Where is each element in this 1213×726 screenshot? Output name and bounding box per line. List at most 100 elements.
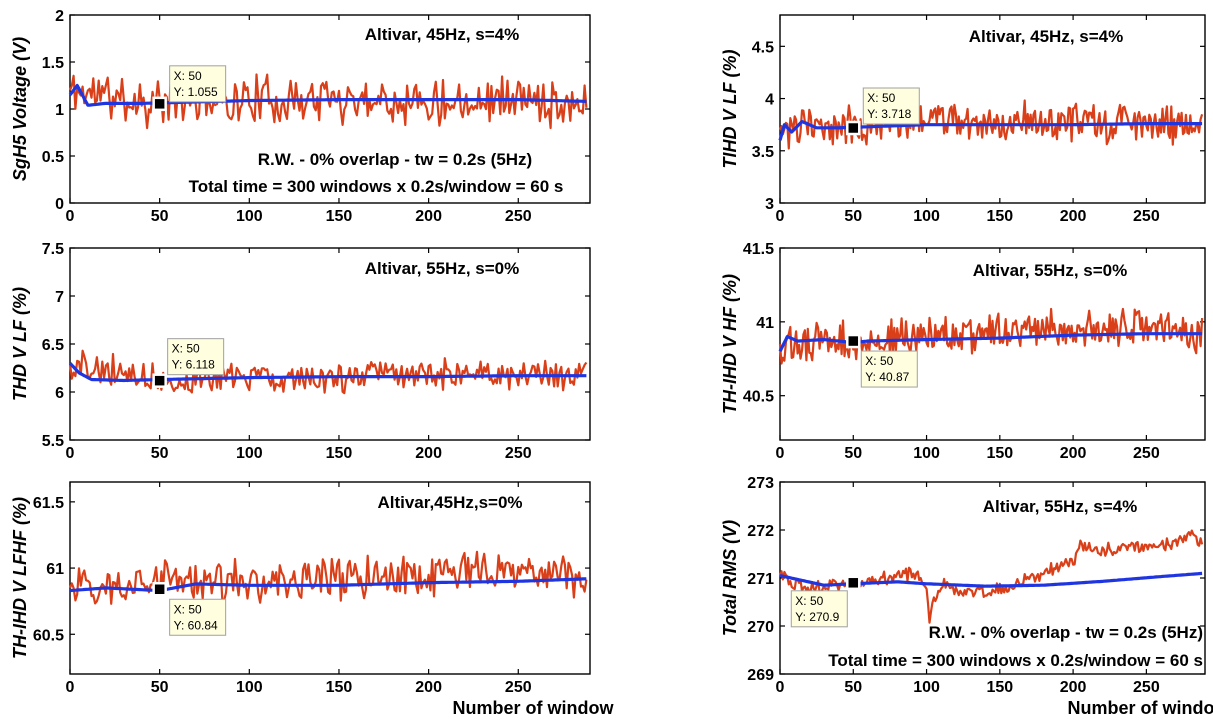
datatip-x-text: X: 50	[172, 342, 200, 356]
y-tick-label: 7.5	[42, 241, 64, 258]
x-tick-label: 100	[236, 445, 263, 462]
x-tick-label: 250	[1133, 208, 1160, 225]
datatip-box	[790, 590, 848, 628]
chart-annotation: R.W. - 0% overlap - tw = 0.2s (5Hz)	[929, 623, 1203, 642]
datatip-marker[interactable]	[152, 96, 167, 112]
chart-annotation: Altivar, 45Hz, s=4%	[365, 25, 520, 44]
y-axis-label: TIHD V LF (%)	[720, 50, 740, 169]
y-tick-label: 6	[55, 385, 64, 402]
x-tick-label: 250	[1133, 679, 1160, 696]
y-tick-label: 61	[46, 561, 64, 578]
datatip-y-text: Y: 3.718	[867, 107, 911, 121]
x-tick-label: 100	[236, 208, 263, 225]
y-tick-label: 60.5	[33, 627, 64, 644]
x-tick-label: 0	[776, 445, 785, 462]
y-axis-label: SgH5 Voltage (V)	[10, 37, 30, 181]
y-tick-label: 40.5	[743, 389, 774, 406]
panel-4: 40.5 41 41.5 0 50 100 150 200 250 X: 50 Y: 40.87 Al…	[720, 241, 1206, 462]
chart-annotation: Altivar, 55Hz, s=0%	[973, 261, 1128, 280]
y-tick-label: 1	[55, 102, 64, 119]
y-tick-label: 2	[55, 8, 64, 25]
x-tick-label: 50	[151, 208, 169, 225]
raw-series-line	[68, 550, 588, 605]
x-tick-label: 150	[326, 679, 353, 696]
panel-2: 3 3.5 4 4.5 0 50 100 150 200 250 X: 50 Y: 3.718 Alti…	[720, 14, 1206, 225]
x-tick-label: 200	[415, 208, 442, 225]
y-tick-label: 7	[55, 289, 64, 306]
x-tick-label: 100	[236, 679, 263, 696]
x-tick-label: 50	[844, 679, 862, 696]
y-tick-label: 4	[765, 92, 774, 109]
datatip-marker[interactable]	[846, 333, 861, 349]
datatip-box	[862, 87, 920, 125]
chart-annotation: Total time = 300 windows x 0.2s/window =…	[189, 177, 564, 196]
y-tick-label: 0	[55, 196, 64, 213]
datatip-marker[interactable]	[152, 373, 167, 388]
y-axis-label: TH-IHD V HF (%)	[720, 274, 740, 414]
chart-annotation: Total time = 300 windows x 0.2s/window =…	[828, 651, 1203, 670]
datatip-marker[interactable]	[846, 575, 861, 591]
datatip-x-text: X: 50	[174, 69, 202, 83]
y-tick-label: 270	[747, 619, 774, 636]
datatip-box	[167, 338, 225, 376]
x-axis-label: Number of window	[1068, 698, 1213, 718]
x-tick-label: 250	[505, 445, 532, 462]
x-tick-label: 250	[1133, 445, 1160, 462]
axes-frame	[779, 14, 1206, 204]
axes-frame	[69, 247, 591, 441]
x-tick-label: 200	[415, 679, 442, 696]
y-tick-label: 1.5	[42, 55, 64, 72]
x-tick-label: 200	[415, 445, 442, 462]
datatip-y-text: Y: 60.84	[174, 618, 218, 632]
panel-6: 269 270 271 272 273 0 50 100 150 200 250 X: 50 Y: 27…	[720, 475, 1213, 718]
y-tick-label: 271	[747, 571, 774, 588]
x-tick-label: 250	[505, 208, 532, 225]
y-axis-label: TH-IHD V LFHF (%)	[10, 497, 30, 659]
y-tick-label: 273	[747, 475, 774, 492]
x-tick-label: 50	[844, 208, 862, 225]
y-tick-label: 3	[765, 196, 774, 213]
datatip-y-text: Y: 40.87	[865, 370, 909, 384]
y-axis-label: THD V LF (%)	[10, 287, 30, 401]
y-tick-label: 272	[747, 523, 774, 540]
datatip-y-text: Y: 270.9	[795, 610, 839, 624]
panel-5: 60.5 61 61.5 0 50 100 150 200 250 X: 50 Y: 60.84 Al…	[10, 481, 615, 718]
panel-3: 5.5 6 6.5 7 7.5 0 50 100 150 200 250 X: 50 Y: 6.118 A…	[10, 241, 591, 462]
datatip-marker[interactable]	[846, 120, 861, 136]
y-axis-label: Total RMS (V)	[720, 520, 740, 636]
x-tick-label: 150	[326, 208, 353, 225]
x-tick-label: 100	[913, 679, 940, 696]
y-tick-label: 269	[747, 667, 774, 684]
x-tick-label: 0	[776, 679, 785, 696]
x-tick-label: 200	[1060, 208, 1087, 225]
y-tick-label: 5.5	[42, 433, 64, 450]
x-tick-label: 150	[986, 679, 1013, 696]
datatip-box	[860, 350, 918, 388]
x-tick-label: 0	[776, 208, 785, 225]
datatip-x-text: X: 50	[795, 594, 823, 608]
datatip-box	[169, 65, 227, 103]
chart-annotation: Altivar, 55Hz, s=4%	[983, 497, 1138, 516]
x-tick-label: 150	[986, 445, 1013, 462]
chart-annotation: Altivar, 45Hz, s=4%	[969, 27, 1124, 46]
y-tick-label: 41.5	[743, 241, 774, 258]
y-tick-label: 61.5	[33, 495, 64, 512]
x-tick-label: 0	[66, 445, 75, 462]
x-tick-label: 150	[326, 445, 353, 462]
datatip-x-text: X: 50	[867, 91, 895, 105]
datatip-x-text: X: 50	[174, 602, 202, 616]
panel-1: 0 0.5 1 1.5 2 0 50 100 150 200 250 X: 50 Y: 1.055 Alt…	[10, 8, 591, 225]
x-tick-label: 50	[151, 679, 169, 696]
x-tick-label: 0	[66, 679, 75, 696]
y-tick-label: 3.5	[752, 144, 774, 161]
y-tick-label: 4.5	[752, 39, 774, 56]
datatip-x-text: X: 50	[865, 354, 893, 368]
x-axis-label: Number of window	[453, 698, 615, 718]
x-tick-label: 200	[1060, 445, 1087, 462]
datatip-y-text: Y: 6.118	[172, 358, 215, 372]
x-tick-label: 250	[505, 679, 532, 696]
datatip-marker[interactable]	[152, 582, 167, 597]
x-tick-label: 50	[844, 445, 862, 462]
y-tick-label: 0.5	[42, 149, 64, 166]
